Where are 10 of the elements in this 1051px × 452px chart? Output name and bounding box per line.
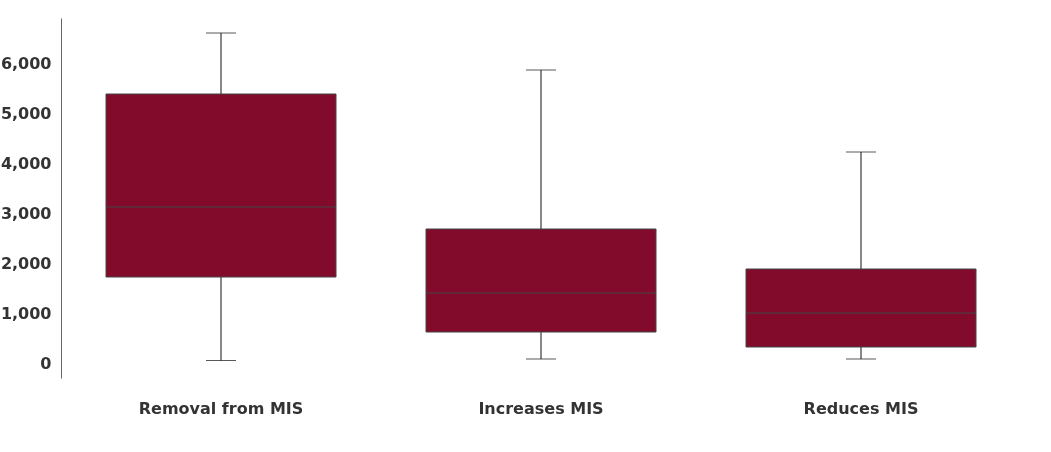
y-tick-label: 4,000 [0,153,52,173]
y-tick-label: 0 [40,353,52,373]
y-tick-label: 6,000 [0,53,52,73]
y-tick-label: 1,000 [0,303,52,323]
y-tick-label: 2,000 [0,253,52,273]
y-tick-label: 5,000 [0,103,52,123]
x-tick-label: Reduces MIS [803,398,919,418]
x-tick-label: Removal from MIS [138,398,304,418]
y-tick-label: 3,000 [0,203,52,223]
x-tick-label: Increases MIS [478,398,604,418]
